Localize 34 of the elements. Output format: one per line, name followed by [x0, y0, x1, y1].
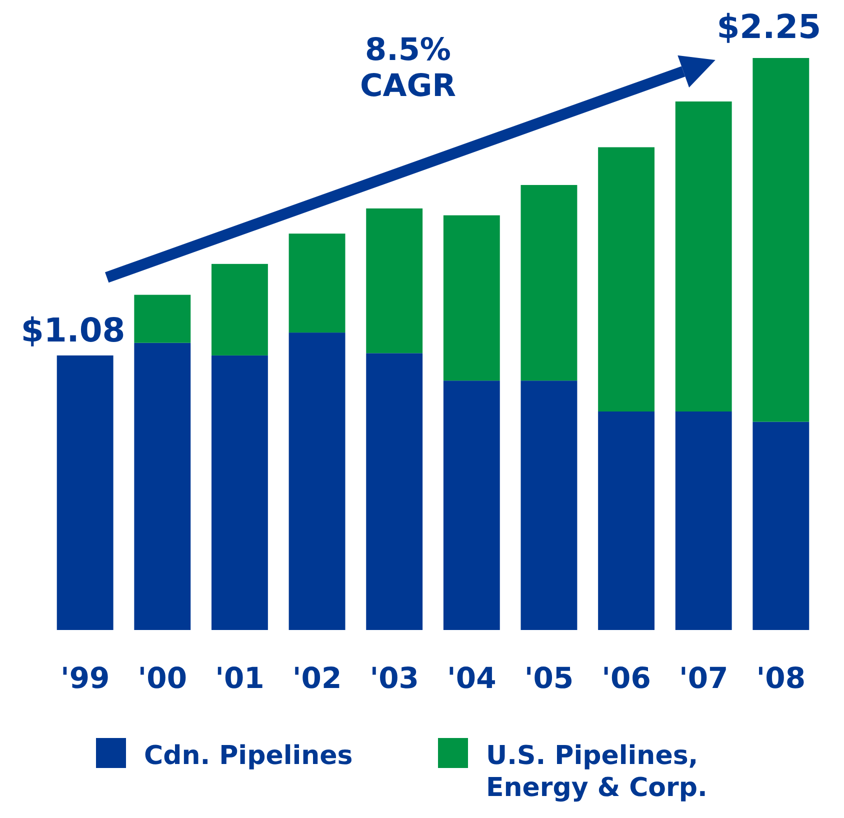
bar [366, 208, 423, 354]
x-tick-label: '03 [370, 661, 419, 695]
bar [520, 380, 578, 630]
x-tick-label: '01 [215, 661, 264, 695]
bar [520, 184, 578, 381]
bar [752, 422, 810, 630]
bar [598, 147, 655, 412]
bar [134, 294, 191, 343]
bar [675, 101, 732, 412]
bar [56, 355, 114, 630]
bar [443, 215, 500, 381]
annotation: $2.25 [716, 7, 822, 46]
annotation: 8.5% CAGR [360, 32, 456, 104]
legend-label: Cdn. Pipelines [144, 741, 353, 771]
bar [211, 264, 268, 356]
bar [675, 411, 732, 630]
x-tick-label: '07 [678, 661, 728, 695]
annotation: $1.08 [20, 310, 126, 350]
bar [598, 411, 655, 630]
legend-label: U.S. Pipelines, Energy & Corp. [486, 741, 708, 803]
bar [211, 355, 268, 630]
x-tick-label: '08 [756, 661, 806, 695]
bar [134, 342, 191, 630]
bar [752, 58, 810, 422]
x-tick-label: '00 [138, 661, 188, 695]
x-tick-label: '02 [292, 661, 342, 695]
x-tick-label: '04 [447, 661, 496, 695]
x-tick-label: '05 [524, 661, 574, 695]
x-tick-label: '06 [602, 661, 651, 695]
bar [288, 332, 346, 630]
bar [366, 353, 423, 630]
x-tick-label: '99 [60, 661, 110, 695]
bar [443, 380, 500, 630]
bar [288, 234, 346, 333]
